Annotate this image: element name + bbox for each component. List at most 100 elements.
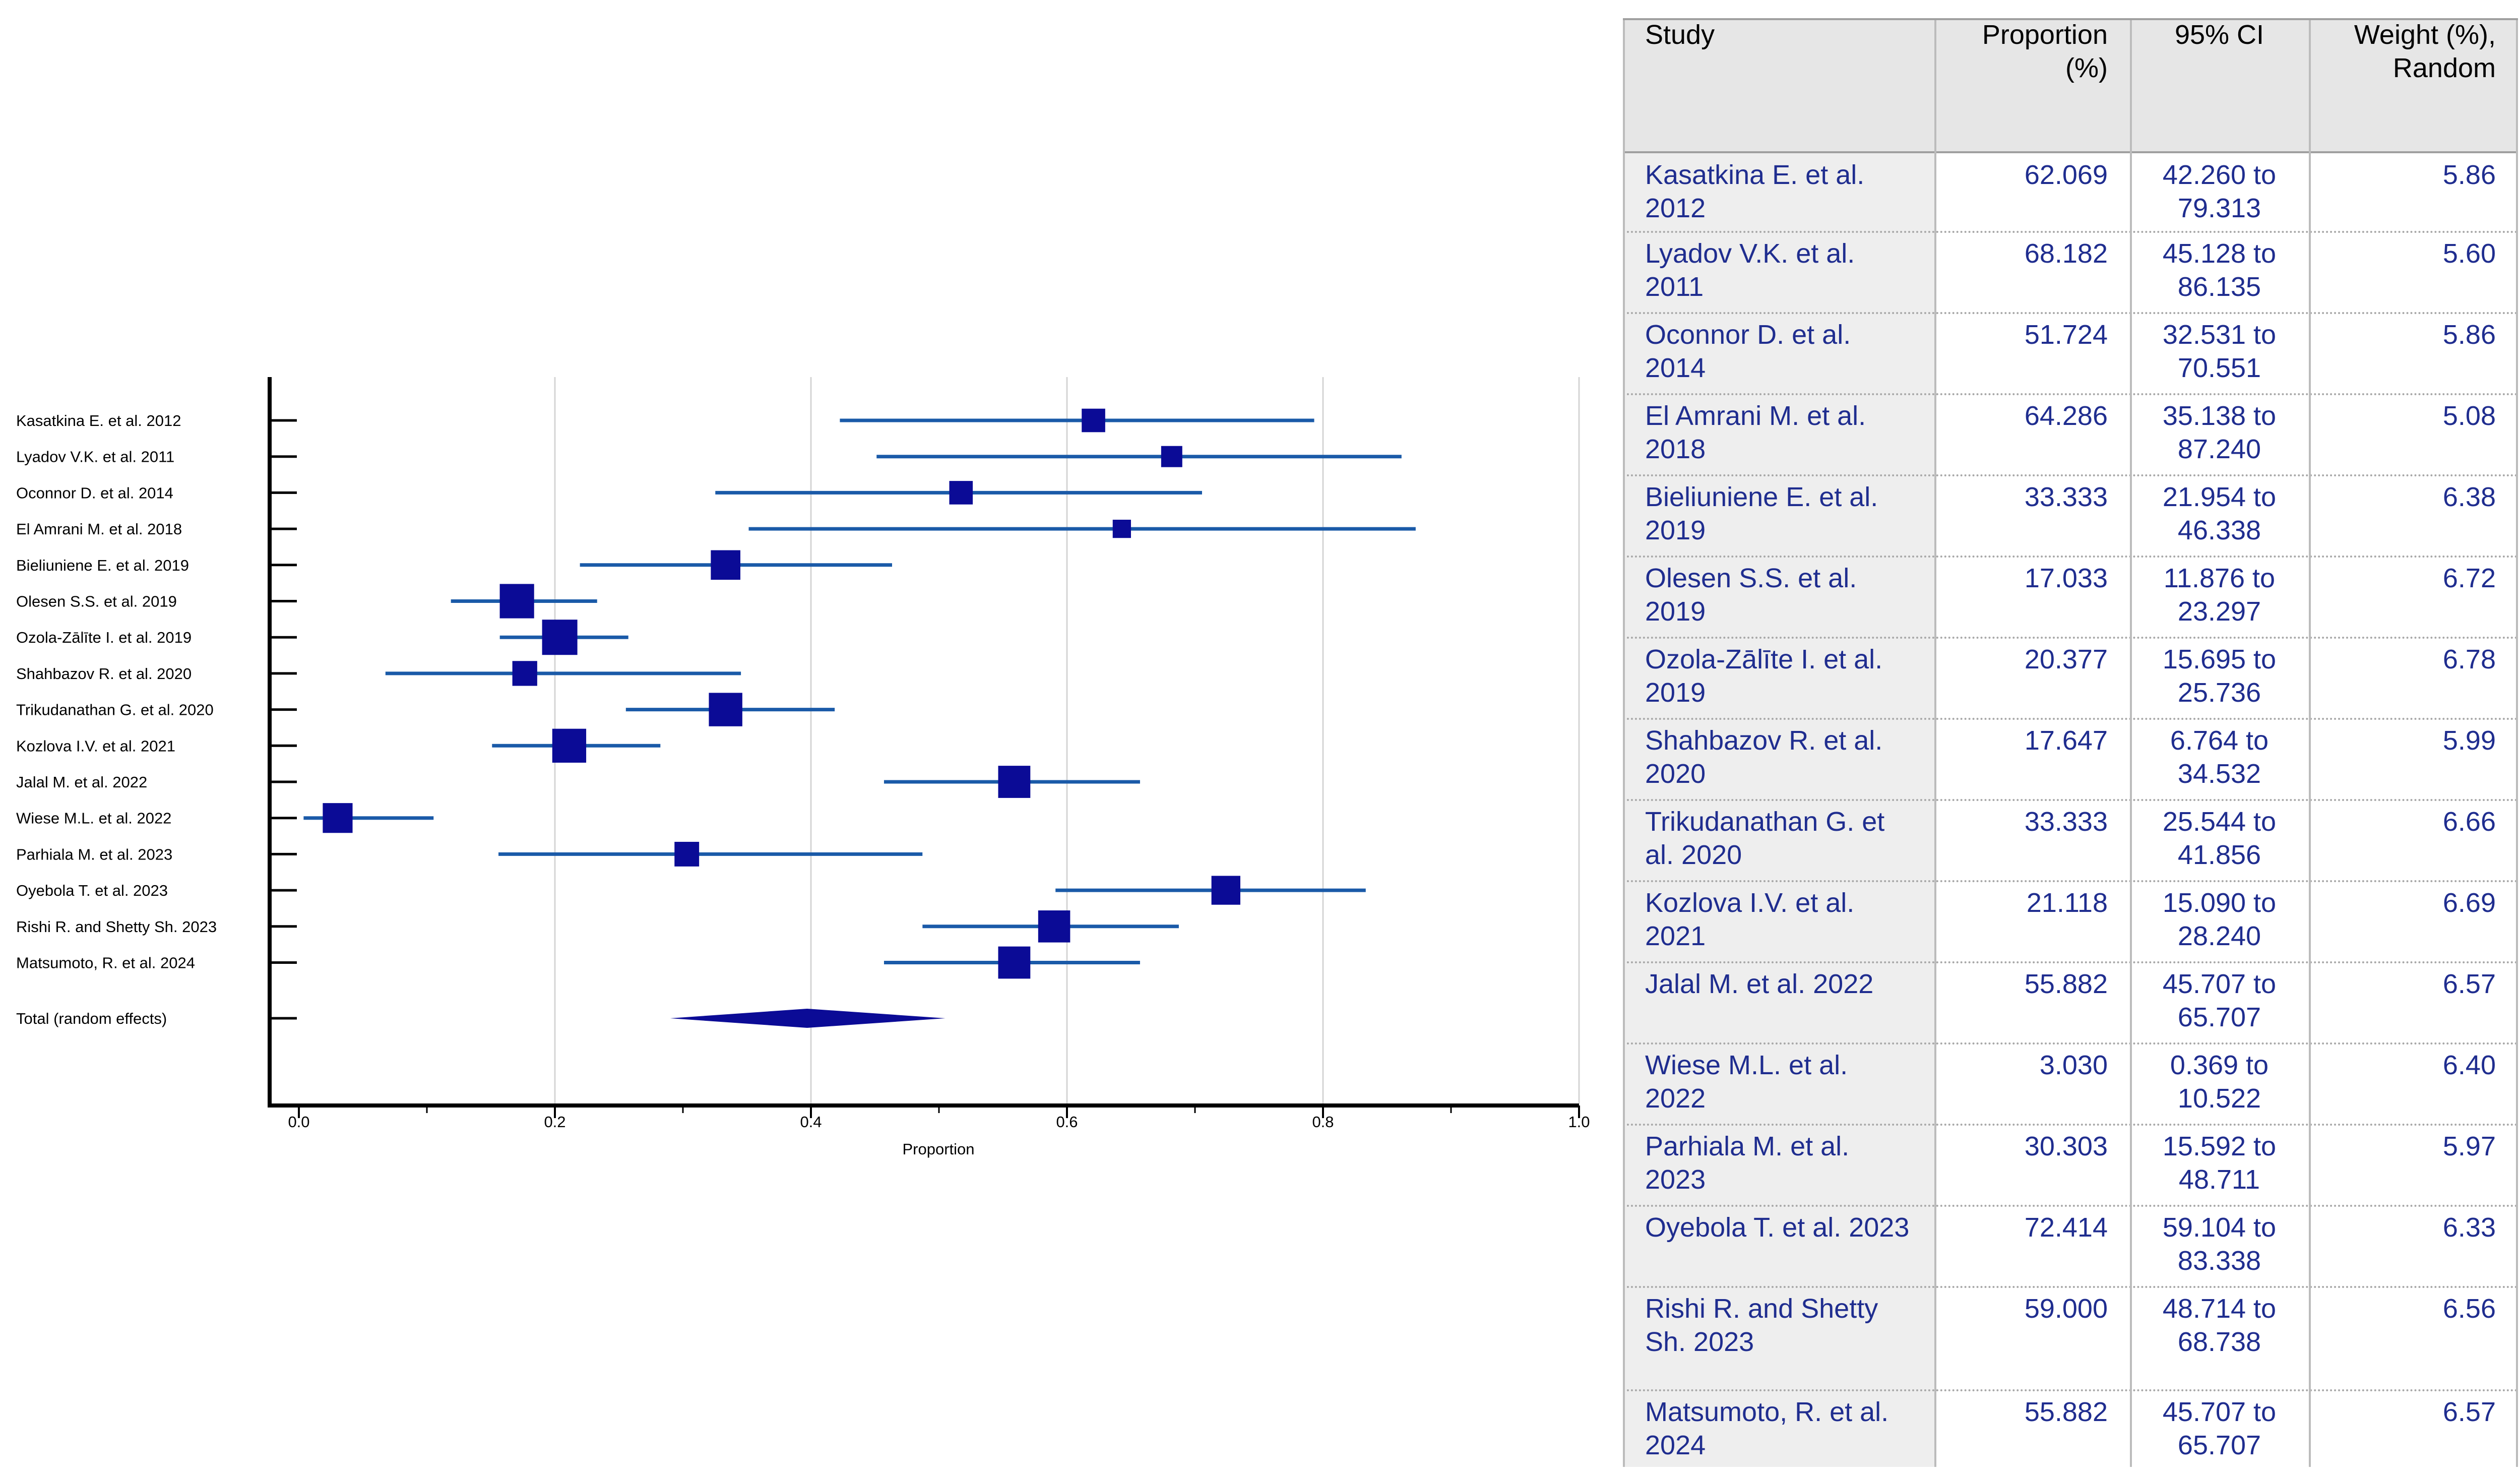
table-header-cell: Proportion (%) (1982, 20, 2108, 83)
table-cell-proportion: 17.033 (2024, 563, 2108, 593)
point-estimate-marker (542, 620, 578, 655)
column-separator (1934, 18, 1936, 1467)
study-label: Shahbazov R. et al. 2020 (16, 665, 192, 683)
table-header-border (1623, 151, 2518, 153)
point-estimate-marker (512, 661, 537, 686)
ticks-layer: 0.0 0.2 0.4 0.6 0.8 1.0 (270, 419, 1590, 1131)
table-cell-ci: 15.695 to 25.736 (2162, 644, 2277, 708)
table-cell-proportion: 64.286 (2024, 401, 2108, 431)
table-cell-proportion: 21.118 (2026, 888, 2108, 918)
table-cell-study: Lyadov V.K. et al. 2011 (1645, 238, 1855, 302)
table-cell-proportion: 17.647 (2024, 725, 2108, 756)
table-cell-ci: 59.104 to 83.338 (2162, 1212, 2277, 1276)
table-cell-study: Rishi R. and Shetty Sh. 2023 (1645, 1294, 1878, 1357)
table-cell-ci: 48.714 to 68.738 (2162, 1294, 2277, 1357)
table-cell-study: Bieliuniene E. et al. 2019 (1645, 482, 1878, 545)
table-row: Olesen S.S. et al. 2019 17.033 11.876 to 2… (1623, 557, 2518, 638)
table-row: Ozola-Zālīte I. et al. 2019 20.377 15.695 … (1623, 638, 2518, 719)
study-label: El Amrani M. et al. 2018 (16, 520, 182, 538)
table-row: Lyadov V.K. et al. 2011 68.182 45.128 to 8… (1623, 232, 2518, 313)
table-cell-ci: 21.954 to 46.338 (2162, 482, 2277, 545)
table-cell-weight: 5.60 (2442, 238, 2496, 269)
study-label: Ozola-Zālīte I. et al. 2019 (16, 629, 192, 646)
table-cell-proportion: 30.303 (2024, 1131, 2108, 1161)
x-tick-label: 0.2 (544, 1113, 565, 1131)
x-tick-label: 0.6 (1056, 1113, 1078, 1131)
table-row: Oconnor D. et al. 2014 51.724 32.531 to 70… (1623, 313, 2518, 394)
table-row: Parhiala M. et al. 2023 30.303 15.592 to 4… (1623, 1125, 2518, 1206)
table-row: Shahbazov R. et al. 2020 17.647 6.764 to 3… (1623, 719, 2518, 800)
table-cell-study: Ozola-Zālīte I. et al. 2019 (1645, 644, 1883, 708)
table-cell-study: Parhiala M. et al. 2023 (1645, 1131, 1850, 1195)
point-estimate-marker (323, 803, 353, 833)
column-separator (1623, 18, 1625, 1467)
table-cell-ci: 45.707 to 65.707 (2162, 1397, 2277, 1460)
table-cell-weight: 6.72 (2442, 563, 2496, 593)
study-label: Trikudanathan G. et al. 2020 (16, 701, 214, 719)
row-separator (1623, 799, 2518, 801)
pooled-estimate-diamond (670, 1009, 946, 1028)
table-cell-ci: 32.531 to 70.551 (2162, 320, 2277, 383)
row-separator (1623, 474, 2518, 476)
table-cell-proportion: 51.724 (2024, 320, 2108, 350)
study-label: Kozlova I.V. et al. 2021 (16, 737, 175, 755)
table-top-border (1623, 18, 2518, 20)
table-cell-study: Matsumoto, R. et al. 2024 (1645, 1397, 1889, 1460)
column-separator (2130, 18, 2132, 1467)
study-label: Jalal M. et al. 2022 (16, 773, 147, 791)
table-cell-proportion: 55.882 (2024, 969, 2108, 999)
row-separator (1623, 312, 2518, 314)
table-cell-proportion: 68.182 (2024, 238, 2108, 269)
table-cell-study: Oyebola T. et al. 2023 (1645, 1212, 1910, 1243)
table-cell-study: Kasatkina E. et al. 2012 (1645, 160, 1865, 223)
table-row: Matsumoto, R. et al. 2024 55.882 45.707 to… (1623, 1390, 2518, 1469)
forest-plot: 0.0 0.2 0.4 0.6 0.8 1.0 Kasatkina E. et al. 2… (16, 377, 1590, 1158)
study-label: Rishi R. and Shetty Sh. 2023 (16, 918, 217, 936)
point-estimate-marker (1038, 910, 1070, 943)
table-row: Jalal M. et al. 2022 55.882 45.707 to 65.7… (1623, 962, 2518, 1043)
table-cell-weight: 6.57 (2442, 1397, 2496, 1427)
table-cell-proportion: 20.377 (2024, 644, 2108, 674)
study-column-background (1623, 153, 1934, 1467)
table-cell-study: Trikudanathan G. et al. 2020 (1645, 807, 1885, 870)
total-label: Total (random effects) (16, 1010, 167, 1027)
row-separator (1623, 393, 2518, 395)
table-cell-weight: 6.66 (2442, 807, 2496, 837)
x-tick-label: 0.4 (800, 1113, 822, 1131)
table-cell-ci: 35.138 to 87.240 (2162, 401, 2277, 464)
table-cell-weight: 5.86 (2442, 320, 2496, 350)
table-cell-study: El Amrani M. et al. 2018 (1645, 401, 1866, 464)
row-separator (1623, 1205, 2518, 1207)
table-cell-study: Oconnor D. et al. 2014 (1645, 320, 1851, 383)
labels-layer: Kasatkina E. et al. 2012 Lyadov V.K. et a… (16, 412, 217, 1027)
table-cell-ci: 15.592 to 48.711 (2162, 1131, 2277, 1195)
column-separator (2516, 18, 2518, 1467)
table-cell-weight: 6.33 (2442, 1212, 2496, 1243)
table-row: Rishi R. and Shetty Sh. 2023 59.000 48.714… (1623, 1287, 2518, 1390)
table-cell-ci: 25.544 to 41.856 (2162, 807, 2277, 870)
table-row: Trikudanathan G. et al. 2020 33.333 25.544… (1623, 800, 2518, 881)
table-cell-proportion: 72.414 (2024, 1212, 2108, 1243)
study-label: Kasatkina E. et al. 2012 (16, 412, 181, 429)
table-cell-weight: 5.97 (2442, 1131, 2496, 1161)
table-cell-proportion: 33.333 (2024, 807, 2108, 837)
study-label: Oconnor D. et al. 2014 (16, 484, 173, 502)
x-tick-label: 0.8 (1312, 1113, 1334, 1131)
study-label: Wiese M.L. et al. 2022 (16, 810, 171, 827)
table-header-cell: Study (1645, 20, 1715, 50)
point-estimate-marker (1112, 519, 1131, 538)
row-separator (1623, 1124, 2518, 1126)
table-row: Kasatkina E. et al. 2012 62.069 42.260 to … (1623, 153, 2518, 232)
table-cell-proportion: 62.069 (2024, 160, 2108, 190)
point-estimate-marker (1211, 876, 1240, 905)
row-separator (1623, 1042, 2518, 1044)
point-estimate-marker (949, 481, 973, 505)
x-axis-title: Proportion (902, 1140, 974, 1158)
table-cell-study: Shahbazov R. et al. 2020 (1645, 725, 1883, 789)
table-cell-ci: 45.128 to 86.135 (2162, 238, 2277, 302)
table-cell-weight: 5.99 (2442, 725, 2496, 756)
table-cell-proportion: 55.882 (2024, 1397, 2108, 1427)
point-estimate-marker (1082, 408, 1105, 433)
table-cell-weight: 6.56 (2442, 1294, 2496, 1324)
point-estimate-marker (552, 728, 587, 763)
